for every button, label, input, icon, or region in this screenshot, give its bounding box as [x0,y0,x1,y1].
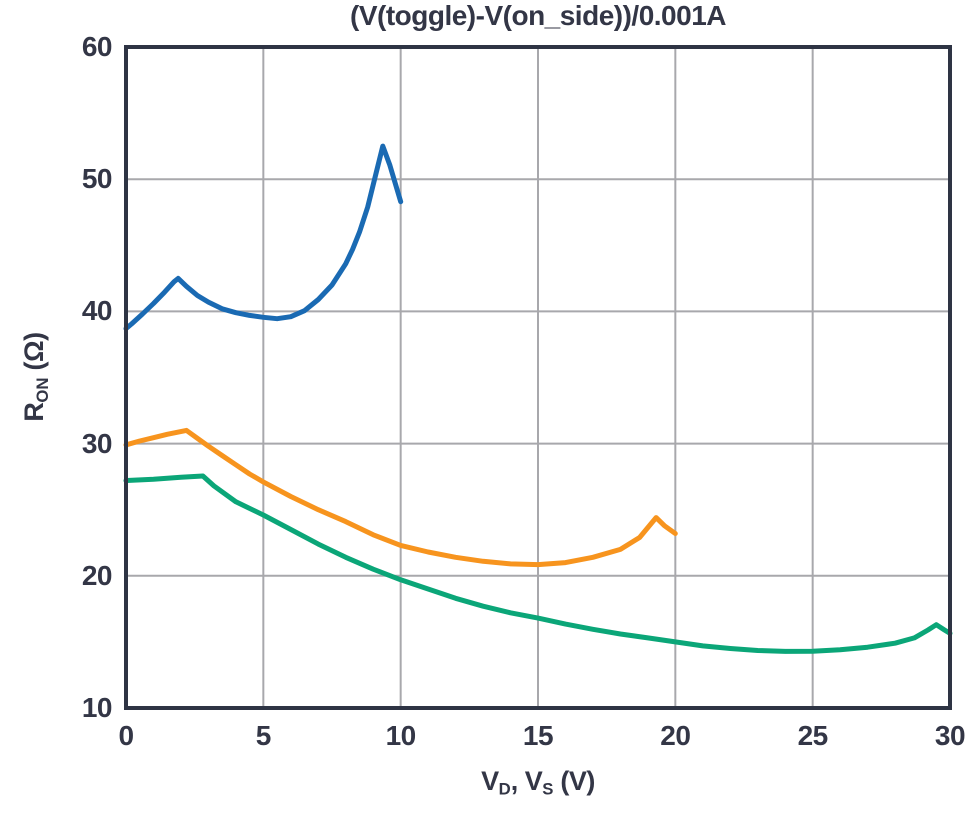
x-tick-label: 10 [385,720,417,751]
y-tick-label: 10 [81,692,113,723]
x-axis-label: VD, VS (V) [481,766,595,799]
chart-title: (V(toggle)-V(on_side))/0.001A [350,0,726,31]
x-tick-label: 5 [255,720,272,751]
y-tick-label: 60 [81,31,113,62]
y-tick-label: 50 [81,163,113,195]
green-series-line [123,473,953,654]
x-tick-label: 0 [118,720,134,751]
orange-series-line [123,427,678,568]
axis-label-subscript: ON [32,377,52,403]
x-tick-label: 15 [522,720,554,751]
y-tick-label: 40 [81,295,113,327]
axis-label-subscript: S [542,779,554,799]
x-tick-label: 25 [797,720,829,751]
axis-label-subscript: D [498,779,511,799]
y-tick-label: 20 [81,559,113,591]
x-tick-label: 20 [660,720,691,751]
plot-frame [124,45,952,710]
x-tick-label: 30 [934,720,966,751]
y-tick-label: 30 [81,427,113,459]
blue-series-line [123,143,404,332]
y-axis-label-text: RON (Ω) [19,332,52,422]
